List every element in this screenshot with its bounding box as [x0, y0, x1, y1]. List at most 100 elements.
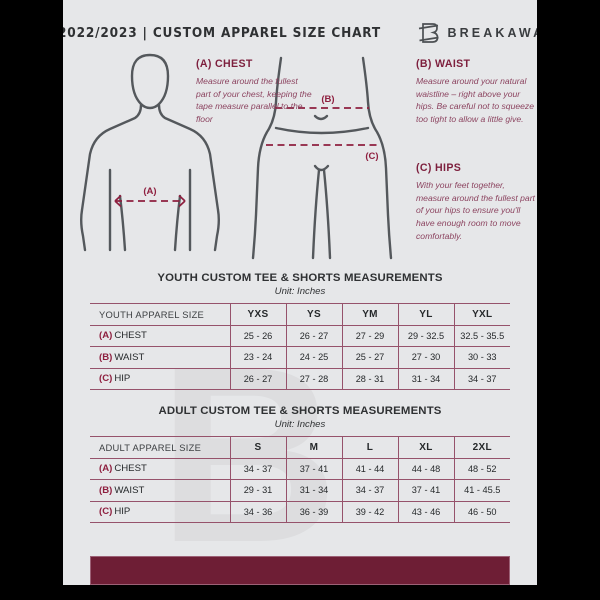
- youth-row-tag-waist: (B): [99, 351, 113, 363]
- youth-chest-yl: 29 - 32.5: [398, 324, 455, 347]
- size-chart-page: B 2022/2023 | CUSTOM APPAREL SIZE CHART …: [63, 0, 537, 585]
- callout-hips: (C) HIPS With your feet together, measur…: [416, 162, 536, 243]
- page-title: 2022/2023 | CUSTOM APPAREL SIZE CHART: [63, 25, 382, 41]
- measurement-diagram: (B) (C) (A) (A) CHEST Measure around the…: [63, 50, 537, 268]
- adult-waist-m: 31 - 34: [286, 479, 343, 502]
- youth-hip-ys: 27 - 28: [286, 367, 343, 390]
- adult-table-title: ADULT CUSTOM TEE & SHORTS MEASUREMENTS: [158, 405, 442, 417]
- callout-waist: (B) WAIST Measure around your natural wa…: [416, 58, 536, 126]
- lower-body-hips-figure-icon: [251, 56, 393, 260]
- table-row: (B) WAIST 29 - 31 31 - 34 34 - 37 37 - 41…: [90, 479, 510, 502]
- table-row: (C) HIP 26 - 27 27 - 28 28 - 31 31 - 34 3…: [90, 367, 510, 390]
- callout-chest-text: Measure around the fullest part of your …: [196, 76, 312, 125]
- table-row: (B) WAIST 23 - 24 24 - 25 25 - 27 27 - 30…: [90, 346, 510, 369]
- adult-hip-m: 36 - 39: [286, 500, 343, 523]
- breakaway-b-monogram-icon: [418, 23, 439, 43]
- chest-measure-line: [114, 194, 186, 208]
- callout-hips-text: With your feet together, measure around …: [416, 180, 535, 241]
- adult-chest-xl: 44 - 48: [398, 457, 455, 480]
- adult-hip-l: 39 - 42: [342, 500, 399, 523]
- adult-row-label-chest: (A) CHEST: [90, 457, 231, 480]
- youth-row-header-label: YOUTH APPAREL SIZE: [90, 303, 231, 326]
- youth-row-name-chest: CHEST: [114, 330, 147, 342]
- page-header: 2022/2023 | CUSTOM APPAREL SIZE CHART BR…: [63, 18, 537, 48]
- adult-hip-s: 34 - 36: [230, 500, 287, 523]
- chest-line-label: (A): [143, 186, 156, 197]
- footer-accent-bar: [90, 556, 510, 585]
- youth-row-name-waist: WAIST: [114, 351, 145, 363]
- waist-line-label: (B): [321, 94, 334, 105]
- youth-waist-yl: 27 - 30: [398, 346, 455, 369]
- table-row: (A) CHEST 34 - 37 37 - 41 41 - 44 44 - 48…: [90, 457, 510, 480]
- youth-measurements-block: YOUTH CUSTOM TEE & SHORTS MEASUREMENTS U…: [90, 272, 510, 390]
- adult-row-tag-chest: (A): [99, 463, 113, 475]
- adult-chest-s: 34 - 37: [230, 457, 287, 480]
- callout-hips-heading: (C) HIPS: [416, 162, 462, 174]
- youth-hip-ym: 28 - 31: [342, 367, 399, 390]
- adult-waist-s: 29 - 31: [230, 479, 287, 502]
- youth-hip-yl: 31 - 34: [398, 367, 455, 390]
- youth-waist-ys: 24 - 25: [286, 346, 343, 369]
- table-header-row: YOUTH APPAREL SIZE YXS YS YM YL YXL: [90, 303, 510, 326]
- callout-waist-heading: (B) WAIST: [416, 58, 471, 70]
- adult-waist-xl: 37 - 41: [398, 479, 455, 502]
- adult-column-1: M: [286, 436, 343, 459]
- youth-waist-ym: 25 - 27: [342, 346, 399, 369]
- adult-hip-xl: 43 - 46: [398, 500, 455, 523]
- adult-column-3: XL: [398, 436, 455, 459]
- youth-column-0: YXS: [230, 303, 287, 326]
- brand-name: BREAKAWAY: [447, 26, 537, 40]
- table-row: (A) CHEST 25 - 26 26 - 27 27 - 29 29 - 32…: [90, 324, 510, 347]
- brand-lockup: BREAKAWAY: [418, 21, 537, 45]
- adult-size-table: ADULT APPAREL SIZE S M L XL 2XL (A) CHEST…: [90, 436, 510, 523]
- youth-column-4: YXL: [454, 303, 510, 326]
- adult-chest-2xl: 48 - 52: [454, 457, 510, 480]
- callout-chest: (A) CHEST Measure around the fullest par…: [196, 58, 314, 126]
- youth-chest-yxl: 32.5 - 35.5: [454, 324, 510, 347]
- youth-column-2: YM: [342, 303, 399, 326]
- adult-row-label-waist: (B) WAIST: [90, 479, 231, 502]
- adult-row-header-label: ADULT APPAREL SIZE: [90, 436, 231, 459]
- adult-table-unit: Unit: Inches: [274, 419, 326, 430]
- youth-column-1: YS: [286, 303, 343, 326]
- adult-column-4: 2XL: [454, 436, 510, 459]
- youth-row-label-hip: (C) HIP: [90, 367, 231, 390]
- youth-waist-yxl: 30 - 33: [454, 346, 510, 369]
- youth-column-3: YL: [398, 303, 455, 326]
- youth-chest-ys: 26 - 27: [286, 324, 343, 347]
- adult-row-label-hip: (C) HIP: [90, 500, 231, 523]
- youth-row-tag-hip: (C): [99, 373, 113, 385]
- youth-chest-yxs: 25 - 26: [230, 324, 287, 347]
- adult-hip-2xl: 46 - 50: [454, 500, 510, 523]
- youth-hip-yxl: 34 - 37: [454, 367, 510, 390]
- youth-table-title: YOUTH CUSTOM TEE & SHORTS MEASUREMENTS: [157, 272, 443, 284]
- adult-row-name-chest: CHEST: [114, 463, 147, 475]
- adult-row-tag-waist: (B): [99, 484, 113, 496]
- adult-column-2: L: [342, 436, 399, 459]
- youth-table-unit: Unit: Inches: [274, 286, 326, 297]
- youth-row-label-waist: (B) WAIST: [90, 346, 231, 369]
- table-row: (C) HIP 34 - 36 36 - 39 39 - 42 43 - 46 4…: [90, 500, 510, 523]
- body-figures-illustration: (B) (C) (A): [80, 53, 393, 260]
- adult-chest-l: 41 - 44: [342, 457, 399, 480]
- youth-row-name-hip: HIP: [114, 373, 131, 385]
- adult-chest-m: 37 - 41: [286, 457, 343, 480]
- adult-row-name-hip: HIP: [114, 506, 131, 518]
- youth-waist-yxs: 23 - 24: [230, 346, 287, 369]
- adult-measurements-block: ADULT CUSTOM TEE & SHORTS MEASUREMENTS U…: [90, 405, 510, 523]
- youth-row-label-chest: (A) CHEST: [90, 324, 231, 347]
- youth-row-tag-chest: (A): [99, 330, 113, 342]
- adult-waist-l: 34 - 37: [342, 479, 399, 502]
- adult-row-tag-hip: (C): [99, 506, 113, 518]
- table-header-row: ADULT APPAREL SIZE S M L XL 2XL: [90, 436, 510, 459]
- upper-body-torso-figure-icon: [80, 53, 220, 252]
- callout-waist-text: Measure around your natural waistline – …: [416, 76, 535, 125]
- hips-line-label: (C): [365, 151, 378, 162]
- adult-column-0: S: [230, 436, 287, 459]
- youth-chest-ym: 27 - 29: [342, 324, 399, 347]
- youth-hip-yxs: 26 - 27: [230, 367, 287, 390]
- adult-row-name-waist: WAIST: [114, 484, 145, 496]
- adult-waist-2xl: 41 - 45.5: [454, 479, 510, 502]
- callout-chest-heading: (A) CHEST: [196, 58, 253, 70]
